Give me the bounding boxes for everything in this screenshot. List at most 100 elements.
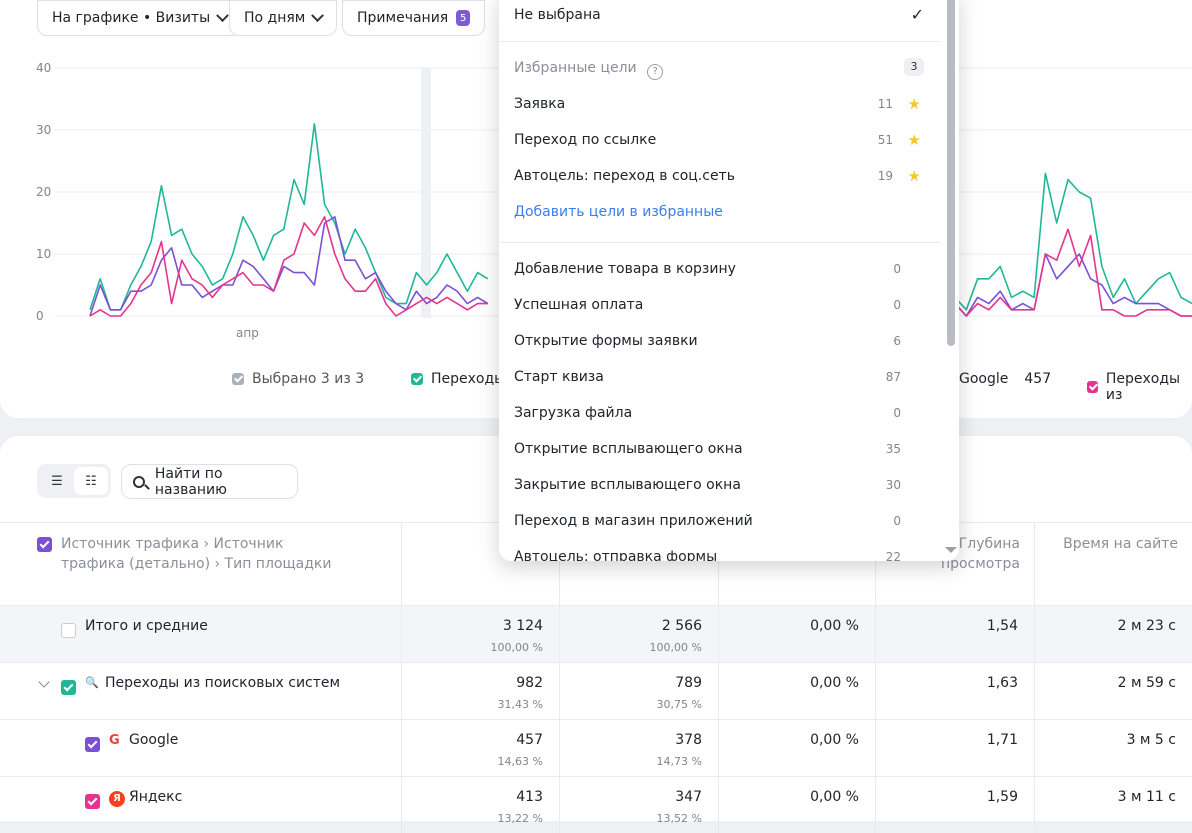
metric-value: 0,00 % [810,618,859,634]
search-input[interactable]: Найти по названию [121,464,298,499]
select-all-checkbox[interactable] [37,537,52,552]
view-toggle: ☰ ☷ [37,464,111,498]
legend-selected-label: Выбрано 3 из 3 [252,371,365,387]
check-icon: ✓ [910,5,924,24]
period-select[interactable]: По дням [229,0,338,36]
legend-item-label: Переходы из [1105,371,1181,403]
table-row[interactable]: 🔍 Переходы из поисковых систем 982 31,43 % 7… [0,662,1192,719]
row-label: Яндекс [129,789,183,805]
metric-cell: 1,59 [875,777,1034,833]
goal-label: Автоцель: отправка формы [514,549,718,561]
goal-item[interactable]: Автоцель: отправка формы 22 [514,547,919,561]
metric-cell: 0,00 % [718,606,875,662]
legend-item-search[interactable]: Переходы [411,371,505,387]
goal-item[interactable]: Успешная оплата 0 [514,295,919,315]
search-icon [133,475,145,488]
series-yandex-line [89,216,488,317]
goal-item[interactable]: Открытие всплывающего окна 35 [514,439,919,459]
goal-count: 22 [885,550,901,561]
table-row[interactable]: G Google 457 14,63 % 378 14,73 % 0,00 % 1,71 3 м… [0,719,1192,776]
checkbox-icon [411,373,423,385]
favorite-goal-item[interactable]: Заявка 11 ★ [514,94,921,114]
metric-percent: 31,43 % [497,698,543,711]
totals-row[interactable]: Итого и средние 3 124 100,00 % 2 566 100,00 … [0,605,1192,662]
metric-value: 1,54 [986,618,1018,634]
table-row[interactable]: Я Яндекс 413 13,22 % 347 13,52 % 0,00 % 1,59 3 м… [0,776,1192,833]
row-checkbox[interactable] [85,794,100,809]
notes-button[interactable]: Примечания 5 [342,0,486,36]
expand-chevron-icon[interactable] [38,676,50,688]
metric-percent: 100,00 % [490,641,543,654]
y-tick-label: 40 [36,61,51,75]
series-search-line [89,123,489,311]
metric-percent: 30,75 % [656,698,702,711]
help-icon[interactable]: ? [647,64,664,80]
depth-header[interactable]: Глубина просмотра [940,536,1020,572]
metric-cell: 0,00 % [718,663,875,719]
star-icon[interactable]: ★ [907,167,921,185]
goal-label: Закрытие всплывающего окна [514,477,741,493]
legend-item-google[interactable]: Google 457 [959,371,1051,387]
metric-value: 457 [516,732,543,748]
scrollbar-thumb[interactable] [947,0,955,346]
metric-value: 982 [516,675,543,691]
goal-item[interactable]: Переход в магазин приложений 0 [514,511,919,531]
time-header[interactable]: Время на сайте [1063,536,1178,552]
metric-value: 0,00 % [810,675,859,691]
add-favorites-link[interactable]: Добавить цели в избранные [514,204,723,220]
series-search-line [954,172,1192,311]
goal-count: 0 [893,406,901,420]
goal-option-none[interactable]: Не выбрана ✓ [514,5,924,25]
goal-label: Автоцель: переход в соц.сеть [514,168,735,184]
row-checkbox[interactable] [61,623,76,638]
metric-value: 3 м 5 с [1126,732,1176,748]
goal-label: Переход в магазин приложений [514,513,753,529]
goal-count: 0 [893,514,901,528]
tree-list-button[interactable]: ☷ [74,467,108,495]
notes-label: Примечания [357,10,449,26]
metric-cell: 457 14,63 % [401,720,559,776]
star-icon[interactable]: ★ [907,131,921,149]
row-checkbox[interactable] [85,737,100,752]
checkbox-icon [232,373,244,385]
favorites-count: 3 [904,58,924,76]
goal-count: 6 [893,334,901,348]
goal-item[interactable]: Загрузка файла 0 [514,403,919,423]
chart-mode-select[interactable]: На графике • Визиты [37,0,243,36]
series-yandex-line [954,228,1192,317]
metric-cell: 1,54 [875,606,1034,662]
row-label: Переходы из поисковых систем [105,675,341,691]
metric-cell: 3 124 100,00 % [401,606,559,662]
favorite-goal-item[interactable]: Переход по ссылке 51 ★ [514,130,921,150]
star-icon[interactable]: ★ [907,95,921,113]
y-tick-label: 10 [36,247,51,261]
goal-label: Открытие формы заявки [514,333,698,349]
goal-count: 87 [885,370,901,384]
goal-item[interactable]: Открытие формы заявки 6 [514,331,919,351]
flat-list-button[interactable]: ☰ [40,467,74,495]
goal-label: Заявка [514,96,566,112]
metric-cell: 982 31,43 % [401,663,559,719]
legend-item-label: Google [959,371,1009,387]
legend-item-other[interactable]: Переходы из [1087,371,1192,403]
metric-value: 2 м 59 с [1117,675,1176,691]
goal-item[interactable]: Добавление товара в корзину 0 [514,259,919,279]
chart-mode-label: На графике • Визиты [52,10,211,26]
scroll-down-arrow-icon[interactable] [945,547,957,553]
row-checkbox[interactable] [61,680,76,695]
legend-selected[interactable]: Выбрано 3 из 3 [232,371,364,387]
goal-item[interactable]: Закрытие всплывающего окна 30 [514,475,919,495]
series-google-line [89,216,489,317]
metric-value: 3 124 [502,618,543,634]
yandex-icon: Я [109,791,125,807]
google-icon: G [109,733,120,748]
goal-label: Старт квиза [514,369,604,385]
metric-percent: 14,73 % [656,755,702,768]
metric-cell: 413 13,22 % [401,777,559,833]
goal-item[interactable]: Старт квиза 87 [514,367,919,387]
dimension-header[interactable]: Источник трафика › Источник трафика (дет… [61,536,332,572]
goal-dropdown: Не выбрана ✓ Избранные цели ? 3 Заявка 11… [499,0,959,561]
favorite-goal-item[interactable]: Автоцель: переход в соц.сеть 19 ★ [514,166,921,186]
metric-cell: 2 м 59 с [1034,663,1192,719]
goal-count: 51 [877,133,893,147]
